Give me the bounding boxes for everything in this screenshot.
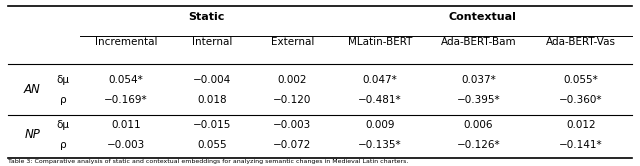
- Text: ρ: ρ: [60, 95, 67, 105]
- Text: Ada-BERT-Vas: Ada-BERT-Vas: [546, 37, 616, 47]
- Text: ρ: ρ: [60, 140, 67, 150]
- Text: δμ: δμ: [56, 120, 70, 130]
- Text: AN: AN: [24, 83, 40, 96]
- Text: 0.011: 0.011: [111, 120, 141, 130]
- Text: −0.004: −0.004: [193, 75, 231, 85]
- Text: 0.012: 0.012: [566, 120, 596, 130]
- Text: −0.015: −0.015: [193, 120, 232, 130]
- Text: Table 3: Comparative analysis of static and contextual embeddings for analyzing : Table 3: Comparative analysis of static …: [8, 159, 408, 164]
- Text: −0.126*: −0.126*: [456, 140, 500, 150]
- Text: δμ: δμ: [56, 75, 70, 85]
- Text: −0.135*: −0.135*: [358, 140, 401, 150]
- Text: 0.055: 0.055: [197, 140, 227, 150]
- Text: 0.009: 0.009: [365, 120, 394, 130]
- Text: MLatin-BERT: MLatin-BERT: [348, 37, 412, 47]
- Text: Incremental: Incremental: [95, 37, 157, 47]
- Text: 0.037*: 0.037*: [461, 75, 496, 85]
- Text: 0.002: 0.002: [278, 75, 307, 85]
- Text: Static: Static: [188, 12, 225, 22]
- Text: −0.481*: −0.481*: [358, 95, 401, 105]
- Text: Contextual: Contextual: [449, 12, 516, 22]
- Text: 0.018: 0.018: [197, 95, 227, 105]
- Text: NP: NP: [24, 128, 40, 141]
- Text: −0.003: −0.003: [273, 120, 312, 130]
- Text: 0.006: 0.006: [463, 120, 493, 130]
- Text: 0.055*: 0.055*: [564, 75, 598, 85]
- Text: External: External: [271, 37, 314, 47]
- Text: 0.047*: 0.047*: [362, 75, 397, 85]
- Text: −0.395*: −0.395*: [456, 95, 500, 105]
- Text: Internal: Internal: [192, 37, 232, 47]
- Text: −0.072: −0.072: [273, 140, 312, 150]
- Text: −0.360*: −0.360*: [559, 95, 603, 105]
- Text: Ada-BERT-Bam: Ada-BERT-Bam: [440, 37, 516, 47]
- Text: −0.003: −0.003: [107, 140, 145, 150]
- Text: −0.169*: −0.169*: [104, 95, 148, 105]
- Text: −0.141*: −0.141*: [559, 140, 603, 150]
- Text: −0.120: −0.120: [273, 95, 312, 105]
- Text: 0.054*: 0.054*: [109, 75, 143, 85]
